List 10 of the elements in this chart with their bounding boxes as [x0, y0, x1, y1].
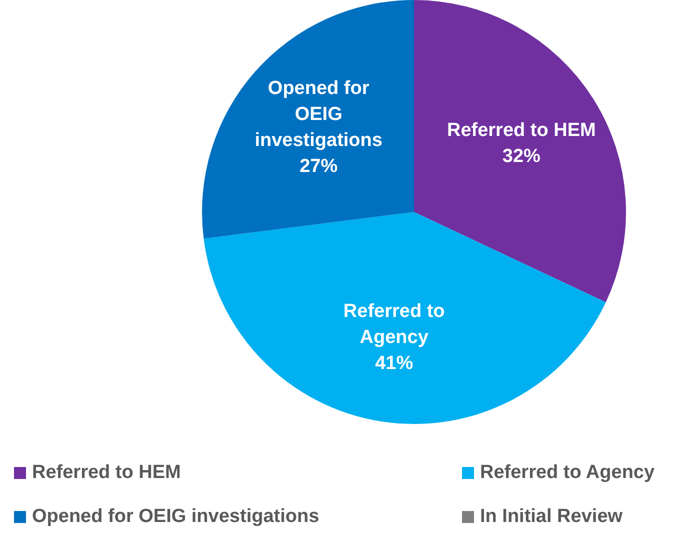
slice-label: Opened for OEIG investigations: [254, 78, 382, 152]
data-label: 27%: [300, 156, 338, 178]
legend-label: Opened for OEIG investigations: [31, 506, 320, 528]
data-label: 32%: [502, 146, 541, 168]
legend-label: In Initial Review: [479, 506, 624, 528]
legend-label: Referred to HEM: [31, 462, 182, 484]
slice-label: Referred to HEM: [446, 120, 596, 142]
legend-label: Referred to Agency: [479, 462, 656, 484]
slice-label: Referred to Agency: [343, 300, 445, 348]
data-label: 41%: [375, 352, 414, 374]
